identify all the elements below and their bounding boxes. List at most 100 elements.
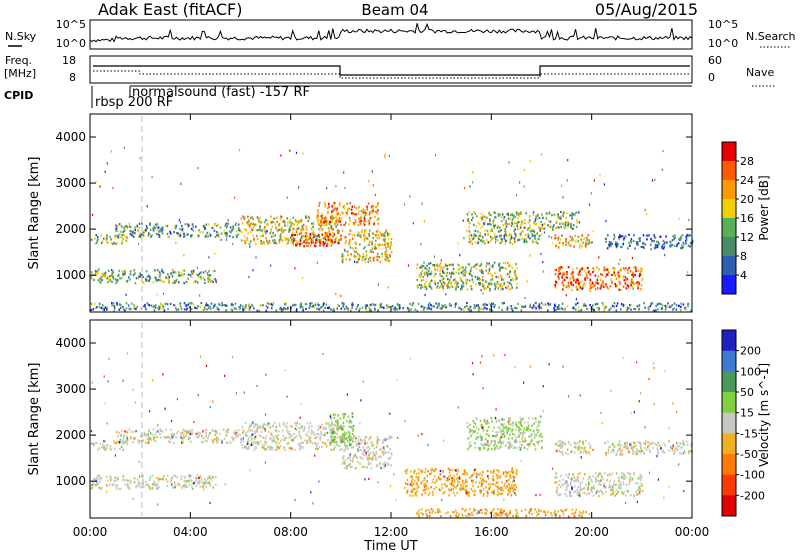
velocity-echo-cell xyxy=(254,438,256,440)
velocity-echo-cell xyxy=(457,483,459,485)
power-echo-cell xyxy=(576,287,578,289)
power-colorbar-swatch xyxy=(722,237,736,257)
power-noise-cell xyxy=(408,264,409,266)
power-noise-cell xyxy=(111,269,112,271)
velocity-echo-cell xyxy=(157,484,159,486)
velocity-echo-cell xyxy=(496,445,498,447)
power-echo-cell xyxy=(245,304,247,306)
power-echo-cell xyxy=(426,281,428,283)
velocity-echo-cell xyxy=(232,438,234,440)
power-echo-cell xyxy=(461,272,463,274)
velocity-echo-cell xyxy=(431,472,433,474)
power-echo-cell xyxy=(101,307,103,309)
power-echo-cell xyxy=(605,306,607,308)
power-echo-cell xyxy=(618,238,620,240)
velocity-echo-cell xyxy=(311,425,313,427)
power-echo-cell xyxy=(167,225,169,227)
velocity-echo-cell xyxy=(110,449,112,451)
power-echo-cell xyxy=(373,260,375,262)
velocity-echo-cell xyxy=(119,448,121,450)
power-noise-cell xyxy=(92,214,93,216)
power-echo-cell xyxy=(488,263,490,265)
velocity-echo-cell xyxy=(351,466,353,468)
nsky-trace xyxy=(90,23,692,42)
power-echo-cell xyxy=(297,234,299,236)
power-echo-cell xyxy=(622,243,624,245)
velocity-echo-cell xyxy=(196,485,198,487)
velocity-echo-cell xyxy=(484,447,486,449)
power-echo-cell xyxy=(115,279,117,281)
velocity-echo-cell xyxy=(301,426,303,428)
power-echo-cell xyxy=(662,304,664,306)
velocity-echo-cell xyxy=(321,446,323,448)
velocity-echo-cell xyxy=(512,490,514,492)
power-echo-cell xyxy=(308,216,310,218)
power-echo-cell xyxy=(481,263,483,265)
power-echo-cell xyxy=(560,211,562,213)
velocity-echo-cell xyxy=(483,493,485,495)
power-echo-cell xyxy=(113,277,115,279)
power-echo-cell xyxy=(318,223,320,225)
velocity-echo-cell xyxy=(455,487,457,489)
velocity-echo-cell xyxy=(302,442,304,444)
power-noise-cell xyxy=(552,242,553,244)
velocity-echo-cell xyxy=(233,431,235,433)
velocity-echo-cell xyxy=(482,445,484,447)
velocity-echo-cell xyxy=(535,418,537,420)
power-echo-cell xyxy=(109,275,111,277)
power-echo-cell xyxy=(538,238,540,240)
power-echo-cell xyxy=(625,267,627,269)
velocity-echo-cell xyxy=(481,439,483,441)
velocity-echo-cell xyxy=(536,426,538,428)
velocity-echo-cell xyxy=(295,428,297,430)
power-echo-cell xyxy=(216,231,218,233)
power-noise-cell xyxy=(631,238,632,240)
power-echo-cell xyxy=(517,225,519,227)
velocity-echo-cell xyxy=(456,473,458,475)
power-echo-cell xyxy=(424,272,426,274)
power-echo-cell xyxy=(587,267,589,269)
velocity-echo-cell xyxy=(347,437,349,439)
power-echo-cell xyxy=(618,276,620,278)
power-echo-cell xyxy=(590,287,592,289)
velocity-echo-cell xyxy=(157,430,159,432)
velocity-echo-cell xyxy=(503,441,505,443)
velocity-echo-cell xyxy=(180,434,182,436)
power-echo-cell xyxy=(366,208,368,210)
velocity-echo-cell xyxy=(473,472,475,474)
power-noise-cell xyxy=(208,256,209,258)
velocity-echo-cell xyxy=(223,429,225,431)
power-echo-cell xyxy=(123,271,125,273)
power-echo-cell xyxy=(632,282,634,284)
power-noise-cell xyxy=(388,286,389,288)
velocity-echo-cell xyxy=(449,472,451,474)
power-echo-cell xyxy=(130,270,132,272)
power-noise-cell xyxy=(140,157,141,159)
power-echo-cell xyxy=(203,309,205,311)
power-echo-cell xyxy=(235,303,237,305)
power-echo-cell xyxy=(636,241,638,243)
velocity-echo-cell xyxy=(379,463,381,465)
power-noise-cell xyxy=(385,154,386,156)
power-noise-cell xyxy=(435,154,436,156)
power-noise-cell xyxy=(427,275,428,277)
power-echo-cell xyxy=(428,263,430,265)
power-echo-cell xyxy=(632,279,634,281)
power-echo-cell xyxy=(584,237,586,239)
velocity-echo-cell xyxy=(332,439,334,441)
power-echo-cell xyxy=(458,307,460,309)
velocity-echo-cell xyxy=(189,476,191,478)
power-noise-cell xyxy=(111,150,112,152)
power-echo-cell xyxy=(284,224,286,226)
power-echo-cell xyxy=(628,267,630,269)
velocity-echo-cell xyxy=(119,488,121,490)
velocity-echo-cell xyxy=(481,485,483,487)
power-echo-cell xyxy=(377,223,379,225)
power-echo-cell xyxy=(292,305,294,307)
velocity-echo-cell xyxy=(623,481,625,483)
velocity-echo-cell xyxy=(520,417,522,419)
power-echo-cell xyxy=(279,308,281,310)
power-echo-cell xyxy=(505,231,507,233)
power-echo-cell xyxy=(261,304,263,306)
power-noise-cell xyxy=(375,194,376,196)
